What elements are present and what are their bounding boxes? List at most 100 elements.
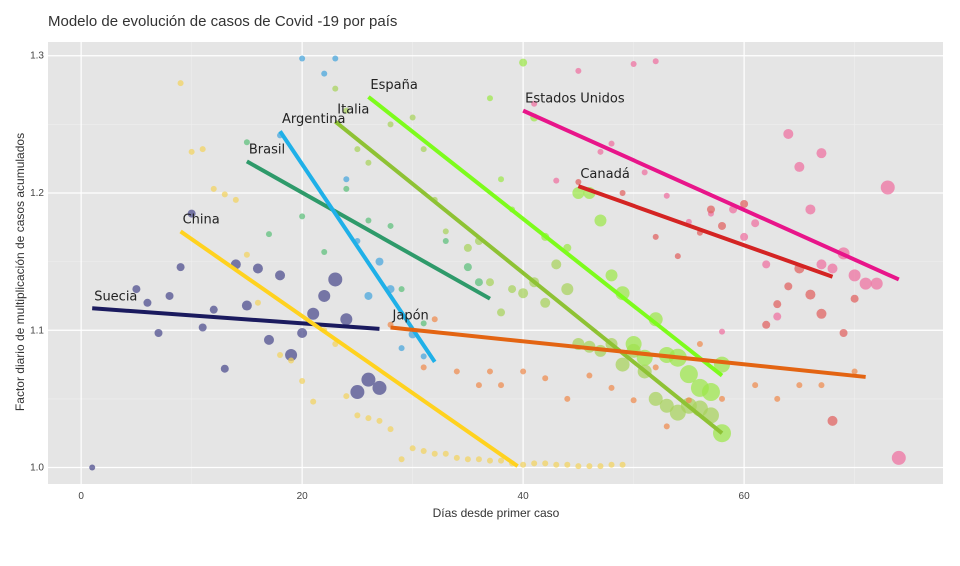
data-point [332,55,339,62]
data-point [343,107,350,114]
data-point [752,382,759,389]
data-point [719,395,726,402]
data-point [209,305,218,314]
data-point [220,364,229,373]
series-label: Japón [392,309,429,324]
data-point [663,423,670,430]
data-point [608,140,615,147]
data-point [605,269,618,282]
y-tick-label: 1.0 [30,463,44,474]
data-point [625,335,642,352]
axis-ticks: 0 20 40 60 1.0 1.1 1.2 1.3 [30,51,750,502]
data-point [464,456,471,463]
data-point [648,391,663,406]
data-point [784,282,793,291]
data-point [597,148,604,155]
data-point [288,357,295,364]
data-point [340,313,353,326]
data-point [740,232,749,241]
data-point [364,291,373,300]
data-point [252,263,263,274]
data-point [350,385,365,400]
trend-line [92,306,380,331]
trend-line [334,120,724,435]
data-point [486,368,493,375]
data-point [880,180,895,195]
data-point [420,353,427,360]
data-point [210,185,217,192]
trend-line [179,229,519,468]
data-point [696,340,703,347]
data-point [420,320,427,327]
data-point [420,364,427,371]
x-axis-title: Días desde primer caso [433,506,560,520]
data-point [420,146,427,153]
data-point [343,393,350,400]
data-point [318,289,331,302]
data-point [561,283,574,296]
data-point [398,345,405,352]
data-point [891,450,906,465]
data-point [630,397,637,404]
data-point [572,186,585,199]
data-point [773,312,782,321]
data-point [486,457,493,464]
data-point [475,456,482,463]
data-point [718,221,727,230]
data-point [177,80,184,87]
data-point [232,196,239,203]
trend-line [390,325,866,379]
data-point [859,277,872,290]
data-point [685,397,692,404]
data-point [199,146,206,153]
data-point [850,294,859,303]
trend-lines [92,95,900,468]
data-point [154,329,163,338]
data-point [816,259,827,270]
data-point [442,228,449,235]
data-point [176,263,185,272]
data-point [420,448,427,455]
trend-line [522,108,900,282]
trend-line [245,159,491,301]
data-point [143,298,152,307]
data-point [848,269,861,282]
data-point [619,461,626,468]
data-point [519,58,528,67]
data-point [498,457,505,464]
data-point [321,249,328,256]
data-point [89,464,96,471]
data-point [773,300,782,309]
data-point [498,176,505,183]
data-point [608,384,615,391]
series-label: China [183,212,220,227]
x-tick-label: 40 [518,491,530,502]
data-point [641,169,648,176]
data-point [463,243,472,252]
data-point [431,316,438,323]
data-point [475,382,482,389]
data-point [474,278,483,287]
data-point [818,382,825,389]
data-point [299,378,306,385]
data-point [241,300,252,311]
data-point [328,272,343,287]
data-point [375,257,384,266]
data-point [365,217,372,224]
series-label: Italia [337,103,369,118]
data-point [575,463,582,470]
data-point [354,146,361,153]
data-point [243,251,250,258]
data-point [615,357,630,372]
data-point [816,148,827,159]
data-point [409,114,416,121]
data-point [299,55,306,62]
series-label: España [370,78,417,93]
data-point [619,189,626,196]
data-point [630,60,637,67]
data-point [652,58,659,65]
data-point [520,461,527,468]
x-tick-label: 0 [78,491,84,502]
